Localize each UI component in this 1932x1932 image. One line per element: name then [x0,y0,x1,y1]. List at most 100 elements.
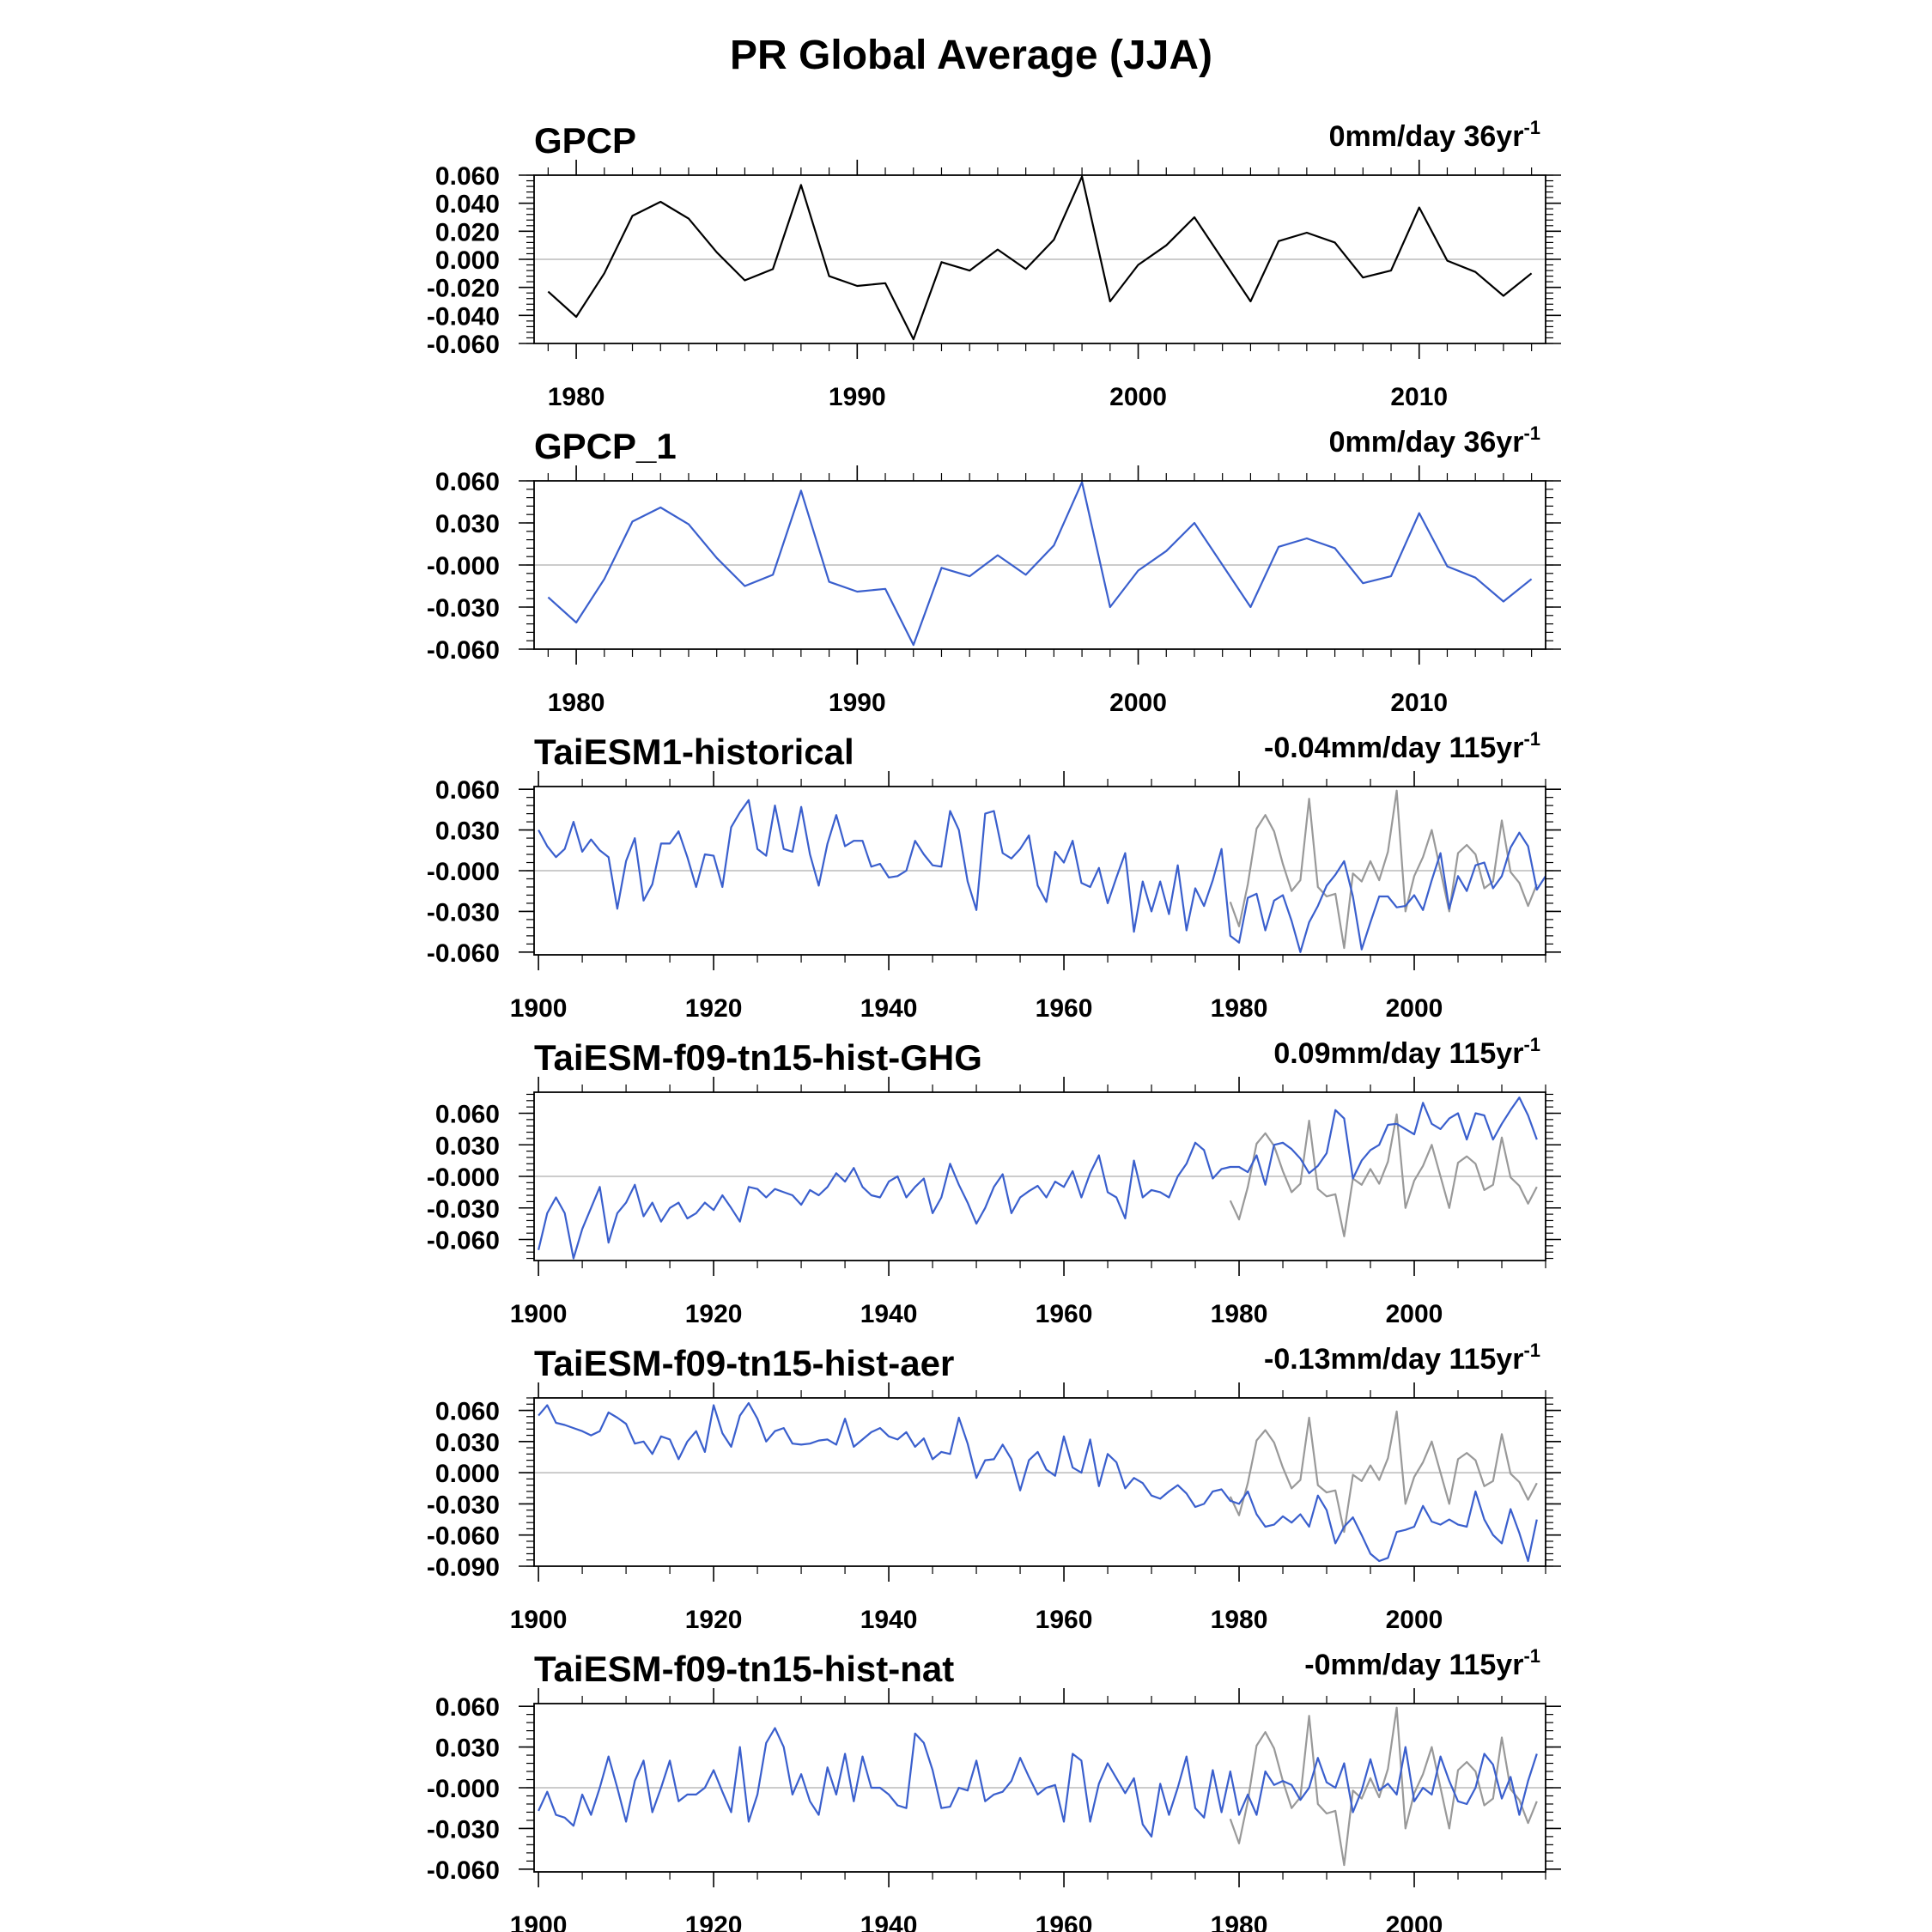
y-tick-label: 0.060 [435,776,500,805]
y-tick-label: -0.000 [427,552,500,580]
plot-frame [533,174,1546,344]
x-tick-label: 2000 [1386,1606,1443,1634]
panel-title: TaiESM1-historical [534,732,854,772]
x-tick-label: 1920 [685,1606,743,1634]
x-tick-label: 1980 [548,383,605,411]
trend-label: -0.13mm/day 115yr-1 [1264,1340,1540,1376]
x-tick-label: 1900 [510,1300,568,1328]
chart-panel-1: GPCP 0mm/day 36yr-1 -0.060-0.040-0.0200.00… [427,117,1561,411]
y-tick-label: -0.060 [427,1856,500,1885]
x-tick-label: 1980 [1211,1606,1268,1634]
y-tick-label: 0.030 [435,1132,500,1160]
y-tick-label: 0.020 [435,218,500,246]
x-tick-label: 1980 [548,689,605,717]
plot-frame [533,1091,1546,1261]
trend-superscript: -1 [1523,1034,1540,1055]
trend-label: 0mm/day 36yr-1 [1329,117,1540,153]
series-line-overlay [1229,1706,1538,1867]
x-tick-label: 2000 [1109,689,1167,717]
x-tick-label: 1940 [860,1911,918,1932]
x-tick-label: 1960 [1036,1606,1093,1634]
x-tick-label: 1960 [1036,1300,1093,1328]
y-tick-label: 0.060 [435,1693,500,1722]
x-tick-label: 1920 [685,1300,743,1328]
series-line-overlay [1229,1410,1538,1534]
plot-frame [533,1703,1546,1873]
trend-superscript: -1 [1523,422,1540,444]
x-tick-label: 1940 [860,994,918,1023]
y-tick-label: 0.060 [435,1398,500,1426]
x-tick-label: 1900 [510,994,568,1023]
x-tick-label: 2000 [1109,383,1167,411]
plot-frame [533,786,1546,956]
trend-value: 0.09mm/day 115yr [1273,1037,1523,1070]
series-line-model [538,1727,1538,1838]
y-tick-label: -0.000 [427,858,500,886]
y-tick-label: -0.020 [427,275,500,303]
y-tick-label: -0.060 [427,636,500,665]
series-line-model [538,799,1546,953]
y-tick-label: -0.030 [427,1815,500,1844]
x-tick-label: 1900 [510,1606,568,1634]
trend-label: 0mm/day 36yr-1 [1329,422,1540,459]
trend-label: 0.09mm/day 115yr-1 [1273,1034,1540,1070]
chart-panel-4: TaiESM-f09-tn15-hist-GHG 0.09mm/day 115yr… [427,1034,1561,1328]
x-tick-label: 1920 [685,994,743,1023]
x-tick-label: 1980 [1211,1300,1268,1328]
y-tick-label: -0.030 [427,594,500,623]
series-line-observed [547,175,1533,341]
y-tick-label: 0.060 [435,468,500,496]
series-line-model [547,481,1533,647]
y-tick-label: -0.000 [427,1163,500,1192]
trend-label: -0mm/day 115yr-1 [1304,1645,1540,1681]
chart-panel-2: GPCP_1 0mm/day 36yr-1 -0.060 -0.030 -0.000 0.… [427,422,1561,717]
y-tick-label: 0.000 [435,246,500,275]
x-tick-label: 2000 [1386,994,1443,1023]
trend-superscript: -1 [1523,728,1540,750]
x-tick-label: 1960 [1036,994,1093,1023]
x-tick-label: 2010 [1390,383,1448,411]
trend-value: -0mm/day 115yr [1304,1649,1523,1681]
panel-title: TaiESM-f09-tn15-hist-aer [534,1343,954,1383]
y-tick-label: 0.030 [435,1735,500,1763]
x-tick-label: 1990 [829,383,886,411]
figure-title: PR Global Average (JJA) [730,33,1212,78]
y-tick-label: 0.000 [435,1460,500,1488]
y-tick-label: -0.060 [427,1522,500,1551]
x-tick-label: 1960 [1036,1911,1093,1932]
y-tick-label: -0.030 [427,1195,500,1224]
trend-superscript: -1 [1523,1340,1540,1361]
plot-frame [533,1397,1546,1567]
y-tick-label: -0.060 [427,1227,500,1255]
y-tick-label: 0.040 [435,191,500,219]
y-tick-label: -0.040 [427,302,500,331]
x-tick-label: 1940 [860,1606,918,1634]
series-line-overlay [1229,1113,1538,1237]
chart-panel-3: TaiESM1-historical -0.04mm/day 115yr-1-0.… [427,728,1561,1023]
trend-label: -0.04mm/day 115yr-1 [1264,728,1540,764]
trend-superscript: -1 [1523,1645,1540,1667]
x-tick-label: 1980 [1211,1911,1268,1932]
chart-panel-6: TaiESM-f09-tn15-hist-nat -0mm/day 115yr-1… [427,1645,1561,1932]
y-tick-label: -0.030 [427,898,500,927]
series-line-overlay [1229,789,1538,950]
y-tick-label: 0.060 [435,162,500,191]
panel-title: GPCP_1 [534,426,677,466]
plot-frame [533,480,1546,650]
y-tick-label: -0.060 [427,939,500,968]
x-tick-label: 1990 [829,689,886,717]
x-tick-label: 1920 [685,1911,743,1932]
series-line-model [538,1096,1538,1260]
x-tick-label: 2000 [1386,1300,1443,1328]
trend-value: 0mm/day 36yr [1329,426,1524,459]
x-tick-label: 1980 [1211,994,1268,1023]
x-tick-label: 1900 [510,1911,568,1932]
trend-value: -0.04mm/day 115yr [1264,732,1523,764]
y-tick-label: 0.030 [435,510,500,538]
y-tick-label: -0.060 [427,331,500,359]
panel-title: TaiESM-f09-tn15-hist-GHG [534,1037,982,1078]
y-tick-label: 0.030 [435,817,500,846]
x-tick-label: 1940 [860,1300,918,1328]
x-tick-label: 2010 [1390,689,1448,717]
